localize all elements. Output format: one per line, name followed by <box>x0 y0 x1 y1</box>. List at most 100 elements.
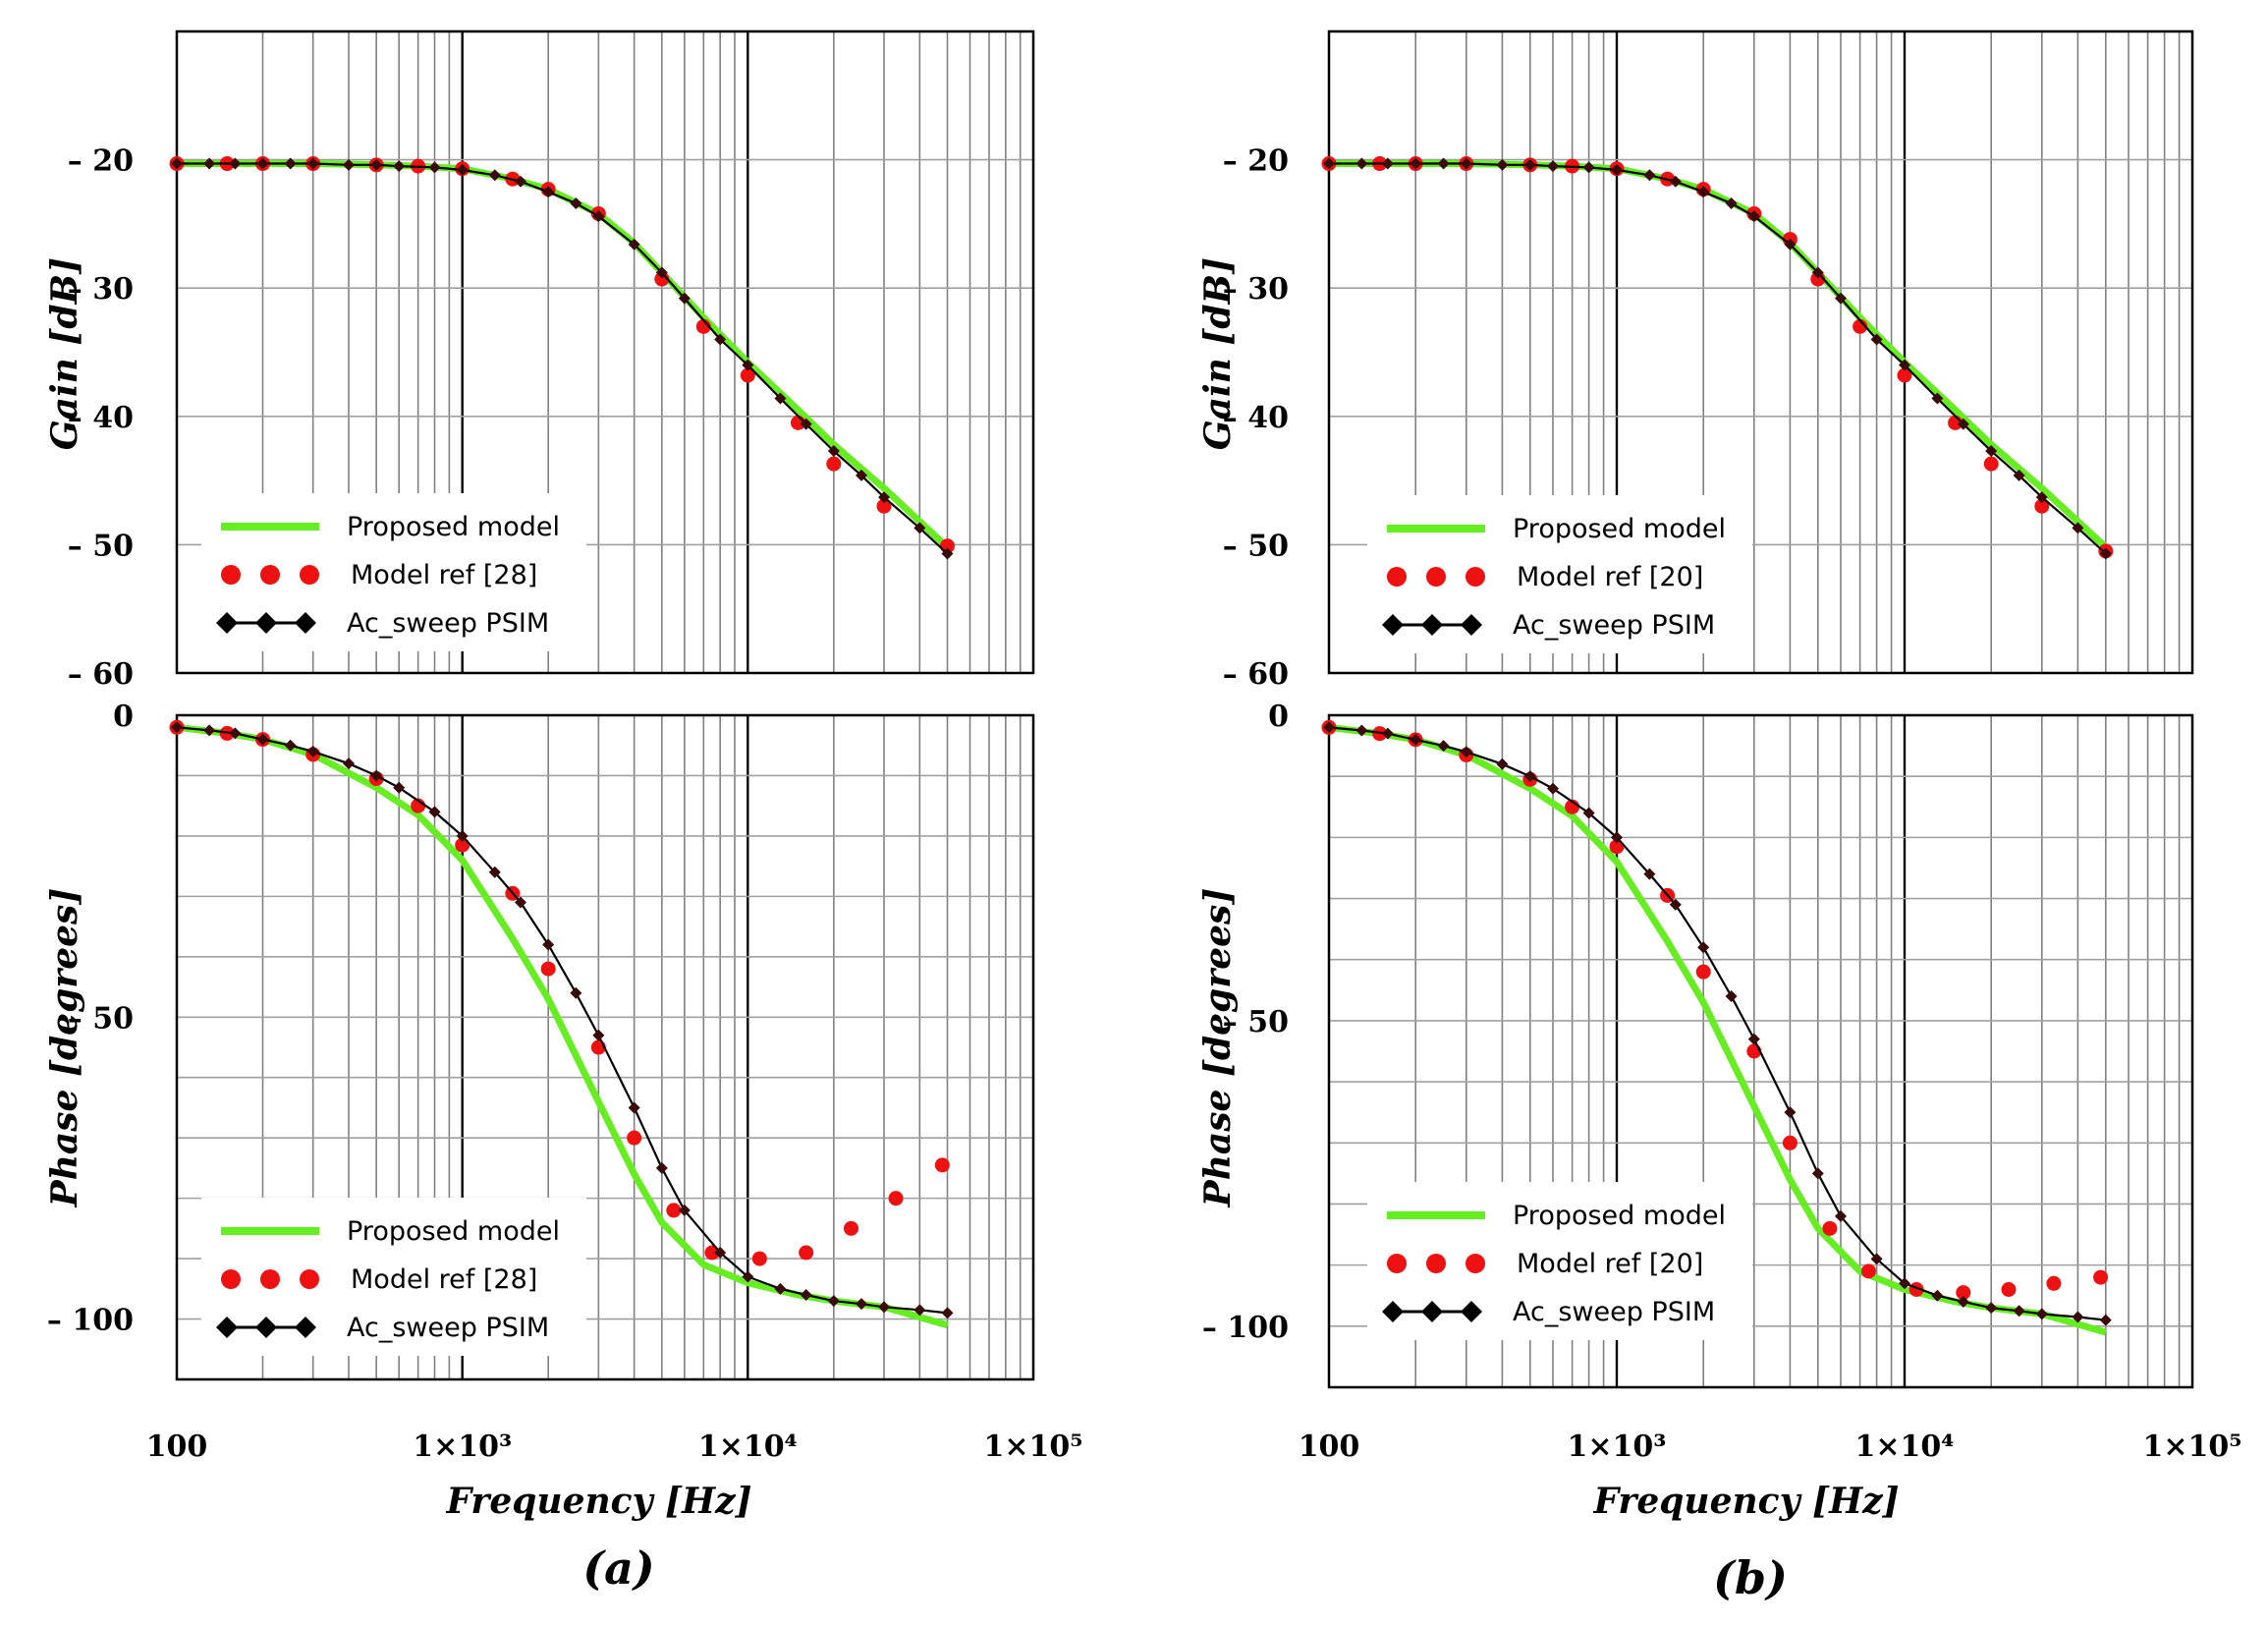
series-psim-marker <box>428 806 441 818</box>
legend-ref-label: Model ref [28] <box>351 1264 537 1295</box>
series-psim-marker <box>742 1270 754 1283</box>
y-tick-label: – 40 <box>68 401 134 435</box>
series-model-ref-point <box>1822 1220 1838 1236</box>
series-psim-line <box>176 726 948 1315</box>
y-tick-label: – 20 <box>68 144 134 179</box>
series-psim-marker <box>203 724 216 737</box>
legend-psim-swatch-diamond <box>216 612 238 634</box>
series-model-ref-point <box>1695 964 1711 980</box>
series-psim-marker <box>428 161 441 174</box>
plot-frame <box>1327 713 2194 1389</box>
series-proposed-model-line <box>177 160 950 550</box>
legend-ref-swatch-dot <box>1426 567 1446 587</box>
series-psim-marker <box>2099 547 2112 560</box>
legend-psim-swatch-diamond <box>255 1317 277 1338</box>
series-psim-marker <box>1323 721 1335 734</box>
series-psim-marker <box>1323 157 1335 170</box>
series-model-ref-point <box>843 1220 858 1236</box>
series-psim-marker <box>370 769 383 782</box>
y-tick-label: – 50 <box>68 529 134 563</box>
series-psim-marker <box>1931 1289 1944 1302</box>
series-psim-marker <box>1523 158 1536 171</box>
legend-proposed-label: Proposed model <box>1513 1201 1726 1231</box>
y-tick-label: – 60 <box>1223 657 1289 692</box>
panel-label-b: (b) <box>1713 1551 1788 1604</box>
series-model-ref-point <box>751 1251 767 1266</box>
legend-proposed-label: Proposed model <box>347 512 560 542</box>
series-psim-marker <box>1381 157 1394 170</box>
x-axis-label-frequency: Frequency [Hz] <box>1592 1481 1899 1522</box>
legend-psim-label: Ac_sweep PSIM <box>1513 610 1715 641</box>
series-psim-marker <box>1747 1033 1760 1045</box>
series-model-ref-point <box>1860 1263 1876 1279</box>
y-tick-label: – 50 <box>68 1001 134 1036</box>
series-psim-marker <box>284 739 297 752</box>
series-psim-marker <box>742 359 754 371</box>
series-proposed-model-line <box>1329 160 2109 550</box>
series-model-ref-point <box>2001 1282 2017 1298</box>
y-axis-label-gain: Gain [dB] <box>44 257 85 450</box>
y-tick-label: – 20 <box>1223 144 1289 179</box>
chart-b-phase: 0 – 50 – 100 Proposed model Model ref [20] Ac… <box>1202 700 2194 1389</box>
legend-psim-label: Ac_sweep PSIM <box>347 1313 549 1343</box>
legend-psim-swatch-diamond <box>1461 1301 1482 1322</box>
series-psim-marker <box>1546 160 1559 173</box>
series-psim-marker <box>774 392 787 405</box>
series-psim-marker <box>514 896 526 909</box>
series-psim-marker <box>306 745 319 757</box>
series-psim-marker <box>1985 1302 1998 1315</box>
y-tick-label: – 30 <box>1223 272 1289 307</box>
series-psim-marker <box>800 1288 812 1301</box>
series-model-ref-point <box>540 961 556 977</box>
series-psim-marker <box>488 169 501 182</box>
series-psim-marker <box>628 238 640 251</box>
series-psim-marker <box>171 721 183 734</box>
series-psim-marker <box>1931 392 1944 405</box>
series-model-ref-point <box>826 456 842 472</box>
series-psim-marker <box>229 727 242 740</box>
series-psim-marker <box>878 1301 891 1314</box>
series-psim-marker <box>1643 868 1656 880</box>
series-psim-marker <box>1410 157 1422 170</box>
series-psim-marker <box>1725 990 1738 1003</box>
series-model-ref-point <box>799 1245 814 1261</box>
series-psim-marker <box>2013 469 2025 481</box>
x-tick-label: 1×10⁵ <box>2143 1430 2242 1464</box>
series-psim-marker <box>1725 197 1738 210</box>
chart-a-phase: 0 – 50 – 100 Proposed model Model ref [28] Ac… <box>47 700 1035 1381</box>
series-psim-marker <box>2072 1311 2084 1323</box>
legend-psim-swatch-diamond <box>216 1317 238 1338</box>
series-psim-marker <box>1784 238 1797 251</box>
series-psim-marker <box>678 1204 691 1216</box>
series-psim-marker <box>488 866 501 878</box>
y-tick-label: 0 <box>113 700 134 734</box>
series-model-ref-point <box>888 1191 904 1206</box>
series-psim-marker <box>1355 724 1368 737</box>
series-psim-marker <box>827 445 840 458</box>
x-tick-label: 100 <box>146 1430 208 1464</box>
series-model-ref-point <box>666 1203 682 1218</box>
legend-ref-swatch-dot <box>1466 567 1485 587</box>
series-psim-marker <box>542 186 555 198</box>
legend-ref-label: Model ref [28] <box>351 560 537 590</box>
series-psim-marker <box>1899 359 1910 371</box>
legend-psim-swatch-diamond <box>1382 614 1404 636</box>
series-psim-marker <box>856 1298 868 1311</box>
series-psim-marker <box>1784 1106 1797 1119</box>
series-model-ref-point <box>934 1157 950 1173</box>
legend-psim-swatch-diamond <box>1461 614 1482 636</box>
legend: Proposed model Model ref [28] Ac_sweep PSI… <box>201 493 586 651</box>
series-model-ref-point <box>2034 498 2050 514</box>
series-psim-marker <box>171 157 183 170</box>
series-psim-marker <box>1381 727 1394 740</box>
legend-ref-swatch-dot <box>1466 1254 1485 1273</box>
series-psim-marker <box>714 1246 727 1259</box>
series-psim-marker <box>1496 158 1509 171</box>
series-psim-marker <box>1582 161 1595 174</box>
series-psim-marker <box>1834 292 1847 305</box>
legend-psim-label: Ac_sweep PSIM <box>1513 1297 1715 1327</box>
plot-frame <box>175 713 1035 1381</box>
series-psim-marker <box>1669 898 1682 911</box>
x-tick-label: 1×10⁴ <box>698 1430 798 1464</box>
